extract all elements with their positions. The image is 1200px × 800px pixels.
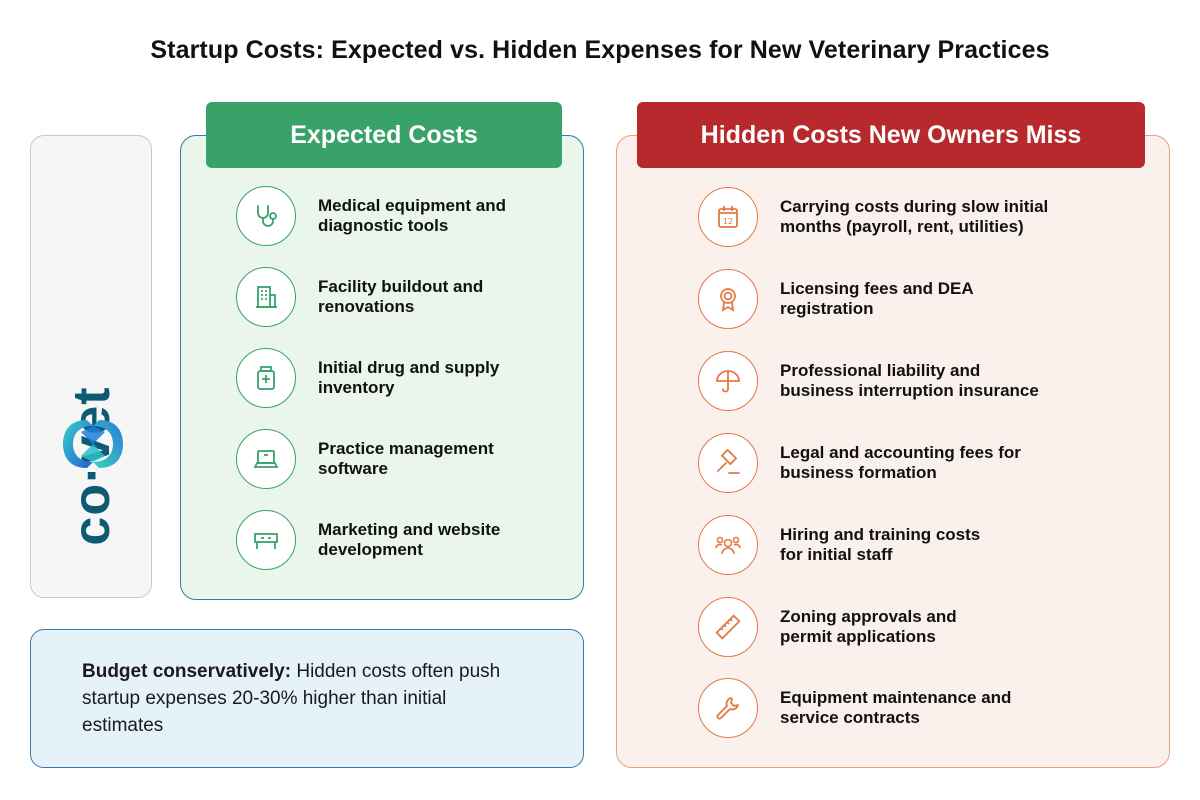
budget-note: Budget conservatively: Hidden costs ofte… bbox=[82, 658, 522, 739]
award-ribbon-icon bbox=[698, 269, 758, 329]
expected-item-label: Practice management software bbox=[318, 439, 494, 478]
expected-item-facility: Facility buildout and renovations bbox=[236, 267, 558, 327]
expected-item-software: Practice management software bbox=[236, 429, 558, 489]
hidden-item-label: Licensing fees and DEA registration bbox=[780, 279, 974, 318]
hidden-item-insurance: Professional liability and business inte… bbox=[698, 351, 1110, 411]
medicine-bottle-icon bbox=[236, 348, 296, 408]
expected-item-label: Medical equipment and diagnostic tools bbox=[318, 196, 506, 235]
expected-costs-header: Expected Costs bbox=[206, 102, 562, 168]
wrench-icon bbox=[698, 678, 758, 738]
page-title: Startup Costs: Expected vs. Hidden Expen… bbox=[150, 36, 1050, 64]
logo-panel: co·vet bbox=[30, 135, 152, 598]
hidden-item-label: Carrying costs during slow initial month… bbox=[780, 197, 1049, 236]
laptop-icon bbox=[236, 429, 296, 489]
expected-item-label: Initial drug and supply inventory bbox=[318, 358, 500, 397]
umbrella-icon bbox=[698, 351, 758, 411]
hidden-item-legal-fees: Legal and accounting fees for business f… bbox=[698, 433, 1110, 493]
hidden-item-label: Legal and accounting fees for business f… bbox=[780, 443, 1021, 482]
hidden-item-label: Hiring and training costs for initial st… bbox=[780, 525, 981, 564]
hidden-costs-panel bbox=[616, 135, 1170, 768]
desk-icon bbox=[236, 510, 296, 570]
budget-note-emphasis: Budget conservatively: bbox=[82, 661, 292, 682]
building-icon bbox=[236, 267, 296, 327]
ruler-icon bbox=[698, 597, 758, 657]
hidden-item-maintenance: Equipment maintenance and service contra… bbox=[698, 678, 1110, 738]
stethoscope-icon bbox=[236, 186, 296, 246]
expected-item-marketing: Marketing and website development bbox=[236, 510, 558, 570]
expected-item-label: Marketing and website development bbox=[318, 520, 501, 559]
calendar-icon-day: 12 bbox=[723, 217, 733, 226]
team-icon bbox=[698, 515, 758, 575]
hidden-item-label: Equipment maintenance and service contra… bbox=[780, 688, 1012, 727]
budget-note-box: Budget conservatively: Hidden costs ofte… bbox=[30, 629, 584, 768]
gavel-icon bbox=[698, 433, 758, 493]
budget-note-text: Hidden costs often push startup expenses… bbox=[82, 661, 501, 736]
expected-item-drug-inventory: Initial drug and supply inventory bbox=[236, 348, 558, 408]
expected-item-medical-equipment: Medical equipment and diagnostic tools bbox=[236, 186, 558, 246]
covet-logo-mark-icon bbox=[63, 420, 123, 468]
calendar-icon: 12 bbox=[698, 187, 758, 247]
hidden-costs-header: Hidden Costs New Owners Miss bbox=[637, 102, 1145, 168]
hidden-item-zoning: Zoning approvals and permit applications bbox=[698, 597, 1110, 657]
hidden-item-carrying-costs: 12 Carrying costs during slow initial mo… bbox=[698, 187, 1110, 247]
hidden-item-hiring: Hiring and training costs for initial st… bbox=[698, 515, 1110, 575]
hidden-item-label: Zoning approvals and permit applications bbox=[780, 607, 957, 646]
hidden-item-licensing: Licensing fees and DEA registration bbox=[698, 269, 1110, 329]
hidden-item-label: Professional liability and business inte… bbox=[780, 361, 1039, 400]
expected-item-label: Facility buildout and renovations bbox=[318, 277, 484, 316]
